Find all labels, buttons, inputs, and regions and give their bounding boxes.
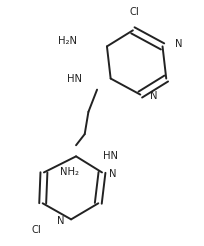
Text: N: N	[175, 39, 182, 49]
Text: H₂N: H₂N	[58, 36, 77, 46]
Text: N: N	[150, 91, 158, 101]
Text: N: N	[109, 169, 117, 179]
Text: HN: HN	[103, 151, 118, 161]
Text: Cl: Cl	[32, 226, 41, 235]
Text: Cl: Cl	[129, 7, 139, 17]
Text: N: N	[58, 215, 65, 226]
Text: NH₂: NH₂	[60, 168, 79, 177]
Text: HN: HN	[67, 74, 82, 84]
